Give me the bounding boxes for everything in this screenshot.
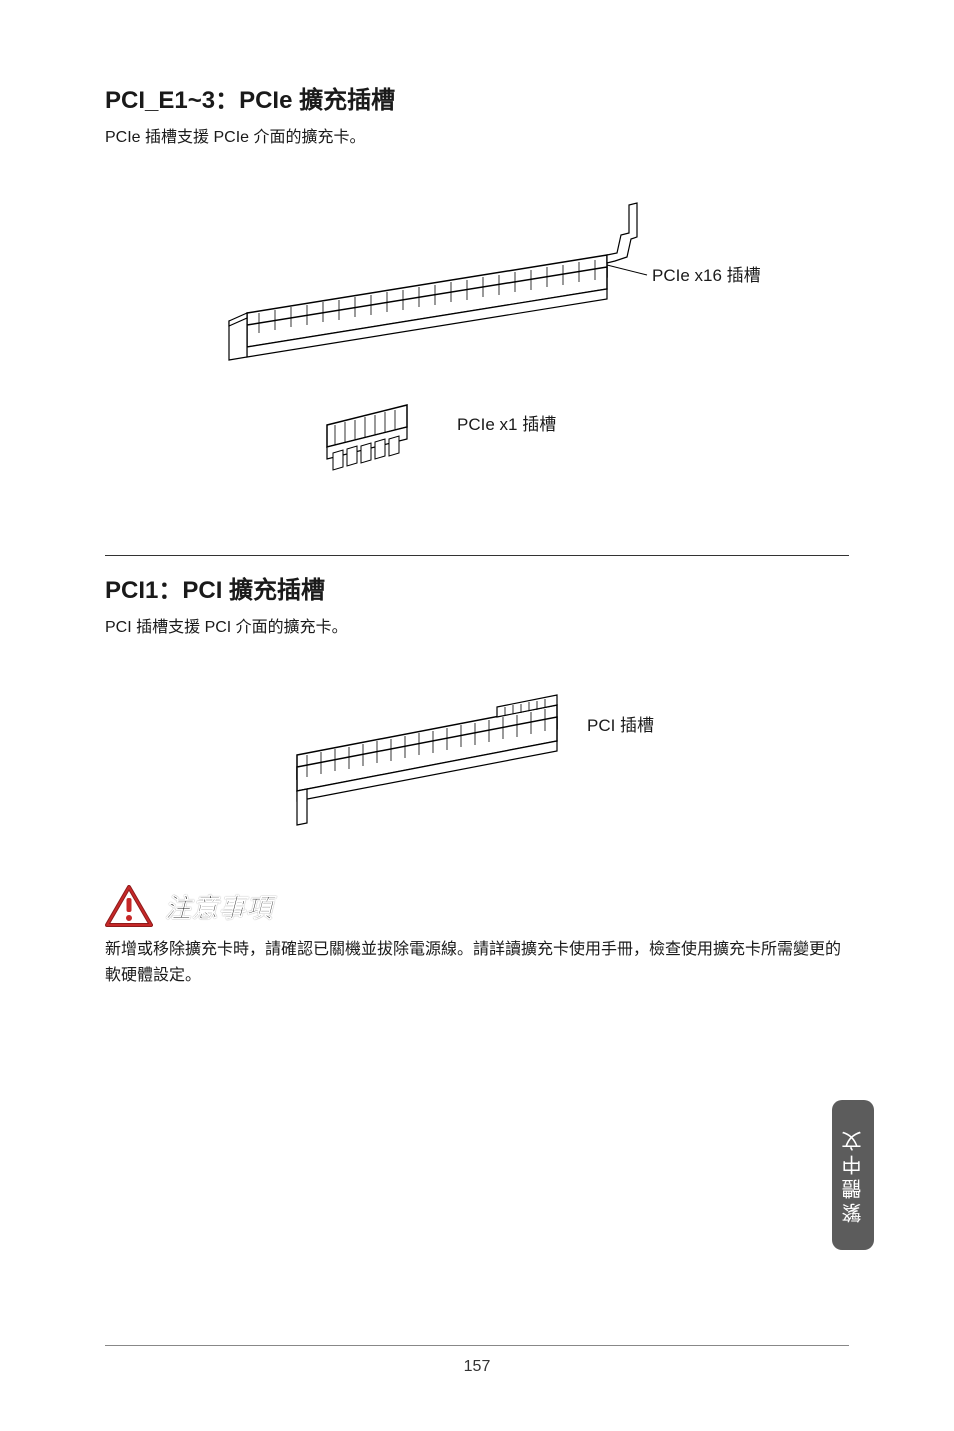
warning-icon [105, 885, 153, 927]
label-pcie-x16: PCIe x16 插槽 [652, 266, 761, 285]
page-number: 157 [464, 1358, 491, 1375]
section2-desc: PCI 插槽支援 PCI 介面的擴充卡。 [105, 613, 849, 637]
figure-pci-slot: PCI 插槽 [105, 665, 849, 845]
label-pcie-x1: PCIe x1 插槽 [457, 415, 556, 434]
page-content: PCI_E1~3：PCIe 擴充插槽 PCIe 插槽支援 PCIe 介面的擴充卡… [0, 0, 954, 988]
section2-rule [105, 555, 849, 556]
page-footer: 157 [0, 1345, 954, 1376]
footer-rule [105, 1345, 849, 1346]
section1-desc: PCIe 插槽支援 PCIe 介面的擴充卡。 [105, 123, 849, 147]
notice-header: 注意事項 [105, 885, 849, 927]
notice-body: 新增或移除擴充卡時，請確認已關機並拔除電源線。請詳讀擴充卡使用手冊，檢查使用擴充… [105, 937, 849, 988]
section2-title: PCI1：PCI 擴充插槽 [105, 570, 849, 605]
language-side-tab: 繁體中文 [832, 1100, 874, 1250]
section1-title: PCI_E1~3：PCIe 擴充插槽 [105, 80, 849, 115]
figure-pcie-slots: PCIe x16 插槽 [105, 175, 849, 485]
label-pci: PCI 插槽 [587, 716, 654, 735]
notice-heading: 注意事項 [165, 888, 273, 925]
language-side-tab-text: 繁體中文 [839, 1127, 868, 1223]
